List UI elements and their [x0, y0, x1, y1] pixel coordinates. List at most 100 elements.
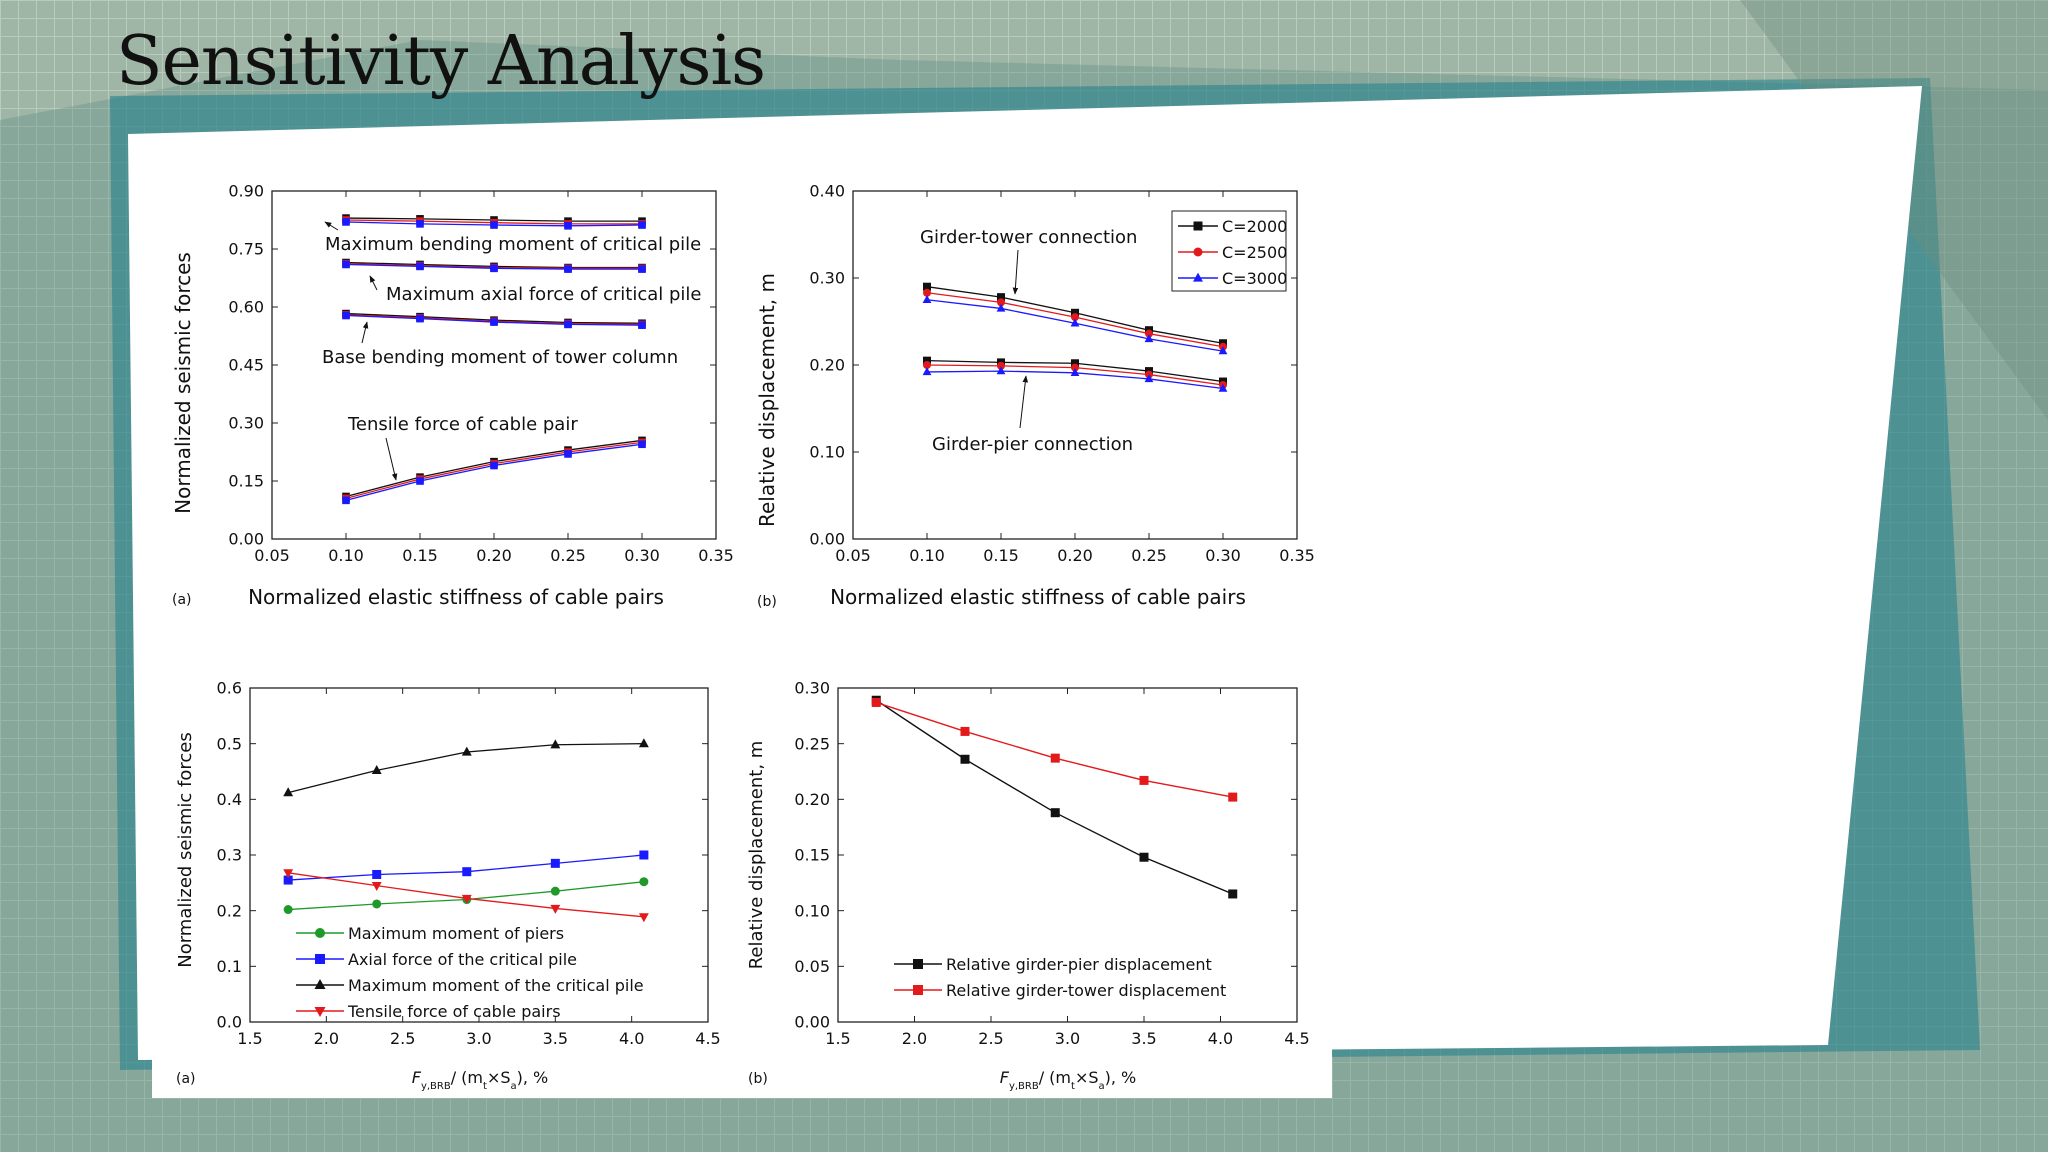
annotation-tensile: Tensile force of cable pair: [347, 414, 578, 435]
y-axis-ticks: 0.00 0.15 0.30 0.45 0.60 0.75 0.90: [228, 182, 716, 549]
x-axis-label: Normalized elastic stiffness of cable pa…: [830, 585, 1246, 609]
x-label-mid: / (m: [1039, 1068, 1071, 1087]
panel-label: (a): [176, 1071, 196, 1087]
figure-bottom-panel: [152, 660, 1332, 1098]
panel-label: (b): [757, 594, 777, 610]
data-point: [461, 894, 472, 904]
annotation-arrow: [385, 437, 398, 481]
data-point: [342, 311, 350, 320]
data-point: [1071, 363, 1079, 372]
panel-label: (b): [748, 1071, 768, 1087]
x-tick-label: 0.20: [476, 546, 512, 565]
y-tick-label: 0.15: [228, 472, 264, 491]
data-point: [1228, 889, 1238, 899]
x-axis-ticks: 0.05 0.10 0.15 0.20 0.25 0.30 0.35: [835, 191, 1315, 565]
plot-marks: [342, 214, 646, 505]
y-tick-label: 0.15: [794, 846, 830, 865]
plot-marks: [283, 738, 649, 923]
y-tick-label: 0.30: [809, 269, 845, 288]
x-tick-label: 0.05: [254, 546, 290, 565]
data-point: [490, 318, 498, 326]
legend-label: C=2500: [1222, 243, 1287, 262]
legend: Maximum moment of piers Axial force of th…: [296, 924, 644, 1021]
legend-label: C=2000: [1222, 217, 1287, 236]
data-point: [1071, 313, 1079, 322]
x-tick-label: 4.0: [1208, 1029, 1233, 1048]
y-axis-label: Normalized seismic forces: [171, 252, 195, 514]
data-point: [639, 850, 649, 860]
series-line: [345, 441, 643, 500]
legend-label: C=3000: [1222, 269, 1287, 288]
data-point: [997, 361, 1005, 370]
data-point: [1193, 272, 1203, 282]
x-tick-label: 3.0: [1055, 1029, 1080, 1048]
y-tick-label: 0.30: [794, 679, 830, 698]
data-point: [564, 265, 572, 273]
y-axis-ticks: 0.0 0.1 0.2 0.3 0.4 0.5 0.6: [217, 679, 708, 1032]
chart-b2: 1.5 2.0 2.5 3.0 3.5 4.0 4.5 0.000.050.100.150.…: [746, 679, 1310, 1092]
x-label-F: F: [1000, 1068, 1010, 1087]
y-tick-label: 0.6: [217, 679, 242, 698]
data-point: [564, 450, 572, 458]
data-point: [923, 288, 931, 297]
data-point: [913, 959, 923, 969]
plot-marks: [871, 695, 1238, 899]
x-tick-label: 0.10: [328, 546, 364, 565]
data-point: [283, 905, 293, 915]
data-point: [923, 282, 931, 291]
x-label-sub: t: [1071, 1081, 1075, 1092]
data-point: [1193, 247, 1203, 257]
x-tick-label: 3.5: [1131, 1029, 1156, 1048]
data-point: [997, 298, 1005, 307]
series-line: [876, 701, 1233, 798]
y-axis-label: Normalized seismic forces: [175, 732, 196, 968]
y-tick-label: 0.30: [228, 414, 264, 433]
data-point: [342, 496, 350, 505]
legend-label: Maximum moment of piers: [348, 924, 564, 943]
legend: Relative girder-pier displacement Relativ…: [894, 955, 1226, 1000]
x-label-mid: ×S: [487, 1068, 511, 1087]
data-point: [996, 366, 1006, 375]
data-point: [283, 869, 294, 879]
panel-label: (a): [172, 592, 192, 608]
y-tick-label: 0.60: [228, 298, 264, 317]
y-axis-label: Relative displacement, m: [746, 741, 767, 970]
legend-label: Tensile force of cable pairs: [347, 1002, 561, 1021]
data-point: [283, 787, 294, 797]
data-point: [1218, 383, 1228, 392]
data-point: [315, 928, 325, 938]
x-tick-label: 2.0: [902, 1029, 927, 1048]
y-tick-label: 0.00: [809, 530, 845, 549]
y-tick-label: 0.00: [794, 1013, 830, 1032]
data-point: [342, 218, 350, 226]
data-point: [550, 886, 560, 896]
data-point: [1070, 368, 1080, 377]
y-tick-label: 0.20: [809, 356, 845, 375]
x-axis-ticks: 0.05 0.10 0.15 0.20 0.25 0.30 0.35: [254, 191, 734, 565]
data-point: [371, 882, 382, 892]
x-tick-label: 0.30: [1205, 546, 1241, 565]
data-point: [564, 222, 572, 230]
chart-b1: 0.05 0.10 0.15 0.20 0.25 0.30 0.35 0.00 0.10 0.2…: [755, 182, 1315, 610]
y-axis-ticks: 0.00 0.05 0.10 0.15 0.20 0.25 0.30: [794, 679, 1297, 1032]
data-point: [639, 877, 649, 887]
annotation-arrow: [1012, 249, 1019, 295]
data-point: [923, 361, 931, 369]
x-tick-label: 4.5: [695, 1029, 720, 1048]
data-point: [1071, 308, 1079, 317]
x-tick-label: 0.15: [983, 546, 1019, 565]
x-axis-ticks: 1.5 2.0 2.5 3.0 3.5 4.0 4.5: [825, 688, 1310, 1048]
y-tick-label: 0.10: [794, 901, 830, 920]
data-point: [922, 294, 932, 303]
data-point: [283, 875, 293, 885]
series-line: [345, 443, 643, 501]
data-point: [871, 697, 881, 707]
annotation-girder-tower: Girder-tower connection: [920, 227, 1137, 248]
data-point: [416, 314, 424, 323]
x-label-sub: y,BRB: [421, 1081, 451, 1092]
x-tick-label: 0.05: [835, 546, 871, 565]
data-point: [996, 303, 1006, 312]
legend-label: Relative girder-tower displacement: [946, 981, 1226, 1000]
data-point: [1050, 753, 1060, 763]
data-point: [1139, 775, 1149, 785]
